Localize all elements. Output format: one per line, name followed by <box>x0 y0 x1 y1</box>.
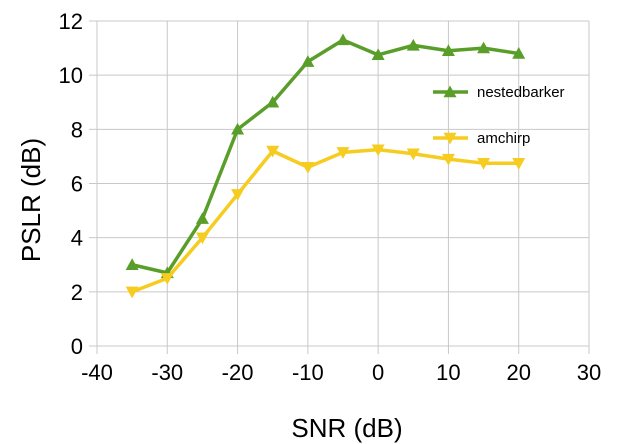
data-point <box>477 157 491 170</box>
data-point <box>512 47 526 59</box>
y-tick-label: 10 <box>59 63 83 88</box>
data-point <box>477 41 491 54</box>
series-nestedbarker <box>125 33 526 279</box>
data-point <box>406 38 420 51</box>
data-point <box>441 44 455 56</box>
data-point <box>195 212 209 224</box>
data-point <box>266 145 280 158</box>
y-tick-label: 2 <box>71 280 83 305</box>
data-point <box>231 189 245 201</box>
grid <box>96 20 590 347</box>
y-axis-title: PSLR (dB) <box>16 138 46 262</box>
data-point <box>195 232 209 245</box>
x-tick-label: -20 <box>222 360 254 385</box>
y-tick-label: 4 <box>71 226 83 251</box>
x-tick-label: -30 <box>151 360 183 385</box>
legend-marker <box>443 132 457 145</box>
series-line <box>131 147 519 294</box>
data-point <box>301 55 315 67</box>
legend-label: amchirp <box>477 130 530 147</box>
y-tick-label: 0 <box>71 334 83 359</box>
x-axis-title: SNR (dB) <box>291 413 402 443</box>
y-tick-label: 6 <box>71 172 83 197</box>
data-point <box>336 33 350 46</box>
legend: nestedbarker amchirp <box>433 84 565 147</box>
data-point <box>160 273 174 285</box>
x-tick-label: 0 <box>372 360 384 385</box>
x-tick-label: -10 <box>292 360 324 385</box>
data-point <box>371 48 385 61</box>
data-point <box>512 157 526 170</box>
data-point <box>406 148 420 161</box>
data-point <box>125 258 139 270</box>
x-tick-label: 10 <box>436 360 460 385</box>
data-point <box>266 95 280 108</box>
legend-label: nestedbarker <box>477 84 565 101</box>
data-point <box>371 144 385 157</box>
y-tick-label: 8 <box>71 117 83 142</box>
data-point <box>125 286 139 299</box>
data-point <box>441 153 455 166</box>
x-tick-label: 20 <box>506 360 530 385</box>
series-amchirp <box>125 144 526 299</box>
series <box>125 33 526 299</box>
data-point <box>336 147 350 159</box>
y-tick-label: 12 <box>59 9 83 34</box>
legend-marker <box>443 85 457 98</box>
data-point <box>301 162 315 174</box>
x-tick-label: 30 <box>577 360 601 385</box>
x-tick-label: -40 <box>81 360 113 385</box>
data-point <box>231 122 245 135</box>
axes: 0 2 4 6 8 10 12 -40 -30 -20 -10 0 10 20 30 <box>59 9 602 385</box>
series-line <box>131 38 519 275</box>
